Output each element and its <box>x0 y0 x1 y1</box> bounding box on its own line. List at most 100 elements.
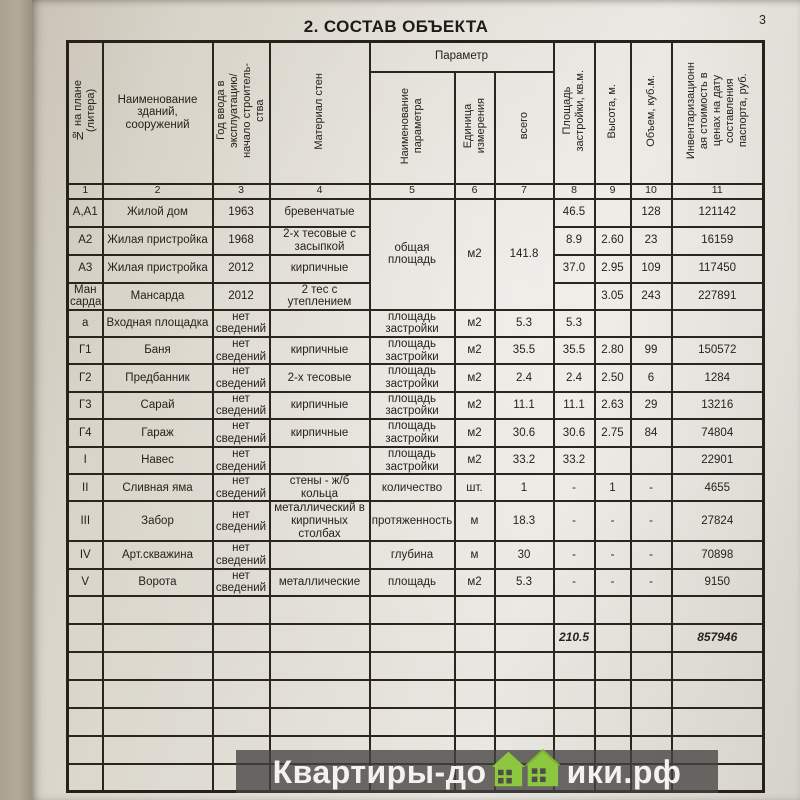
header-unit-label: Единица измерения <box>461 98 487 154</box>
cell-unit: м2 <box>453 308 496 339</box>
cell-unit: м2 <box>453 336 496 366</box>
table-row: V Ворота нет сведений металлические площ… <box>66 567 765 597</box>
cell-material: кирпичные <box>268 417 371 448</box>
cell-unit: шт. <box>453 473 496 503</box>
cell-year: нет сведений <box>211 540 271 570</box>
cell-area: 11.1 <box>552 390 596 420</box>
cell-total-merged: 141.8 <box>493 197 555 311</box>
header-name: Наименование зданий, сооружений <box>101 40 214 185</box>
cell-area: 33.2 <box>552 445 596 476</box>
cell-height: - <box>593 567 632 597</box>
cell-value: 74804 <box>670 417 765 448</box>
cell-area: 8.9 <box>552 225 596 256</box>
table-row: III Забор нет сведений металлический в к… <box>66 500 765 543</box>
cell-litera: а <box>66 308 104 339</box>
cell-param: площадь застройки <box>368 417 456 448</box>
cell-total: 2.4 <box>493 363 555 393</box>
cell-total: 35.5 <box>493 336 555 366</box>
cell-year: нет сведений <box>211 308 271 339</box>
header-build-area-label: Площадь застройки, кв.м. <box>561 70 586 152</box>
cell-volume: 128 <box>629 197 673 228</box>
cell-litera: II <box>66 473 104 503</box>
total-inventory-value: 857946 <box>670 622 765 653</box>
header-build-area: Площадь застройки, кв.м. <box>552 40 596 185</box>
cell-litera: А3 <box>66 253 104 284</box>
site-watermark-banner: Квартиры-до ики.рф <box>236 749 718 793</box>
cell-value: 22901 <box>670 445 765 476</box>
cell-name: Жилая пристройка <box>101 253 214 284</box>
cell-param: площадь застройки <box>368 308 456 339</box>
empty-row <box>66 594 765 625</box>
cell-height: 2.95 <box>593 253 632 284</box>
cell-material: 2 тес с утеплением <box>268 281 371 311</box>
cell-volume: - <box>629 567 673 597</box>
cell-volume <box>629 445 673 476</box>
cell-area: 2.4 <box>552 363 596 393</box>
cell-value <box>670 308 765 339</box>
column-number: 5 <box>368 182 456 200</box>
cell-name: Предбанник <box>101 363 214 393</box>
cell-year: нет сведений <box>211 363 271 393</box>
cell-unit: м2 <box>453 390 496 420</box>
cell-height: 2.75 <box>593 417 632 448</box>
column-number: 7 <box>493 182 555 200</box>
cell-material: 2-х тесовые <box>268 363 371 393</box>
cell-unit: м <box>453 500 496 543</box>
cell-material: кирпичные <box>268 390 371 420</box>
cell-param: площадь застройки <box>368 336 456 366</box>
cell-height <box>593 308 632 339</box>
page-title: 2. СОСТАВ ОБЪЕКТА <box>303 17 489 36</box>
column-number: 8 <box>552 182 596 200</box>
cell-unit: м2 <box>453 363 496 393</box>
cell-name: Ворота <box>101 567 214 597</box>
cell-param: площадь застройки <box>368 363 456 393</box>
cell-name: Жилая пристройка <box>101 225 214 256</box>
column-number: 11 <box>670 182 765 200</box>
header-row-1: № на плане (литера) Наименование зданий,… <box>66 40 765 185</box>
cell-litera: V <box>66 567 104 597</box>
cell-volume: - <box>629 500 673 543</box>
table-row: а Входная площадка нет сведений площадь … <box>66 308 765 339</box>
cell-height: - <box>593 540 632 570</box>
composition-table: № на плане (литера) Наименование зданий,… <box>66 40 765 794</box>
cell-height: 1 <box>593 473 632 503</box>
cell-year: 1963 <box>211 197 271 228</box>
cell-litera: I <box>66 445 104 476</box>
cell-volume: 109 <box>629 253 673 284</box>
cell-unit-merged: м2 <box>453 197 496 311</box>
cell-param-merged: общая площадь <box>368 197 456 311</box>
column-number: 1 <box>66 182 104 200</box>
watermark-text-right: ики.рф <box>566 753 682 790</box>
column-number: 4 <box>268 182 371 200</box>
cell-total: 1 <box>493 473 555 503</box>
header-unit: Единица измерения <box>453 70 496 185</box>
cell-param: площадь застройки <box>368 445 456 476</box>
cell-year: нет сведений <box>211 500 271 543</box>
column-number: 10 <box>629 182 673 200</box>
cell-volume: 243 <box>629 281 673 311</box>
cell-litera: Г2 <box>66 363 104 393</box>
cell-material: кирпичные <box>268 336 371 366</box>
cell-year: нет сведений <box>211 567 271 597</box>
cell-area: 37.0 <box>552 253 596 284</box>
empty-row <box>66 678 765 709</box>
header-material-label: Материал стен <box>313 72 326 150</box>
cell-year: нет сведений <box>211 390 271 420</box>
column-number: 9 <box>593 182 632 200</box>
header-row-2: Наименование параметра Единица измерения… <box>68 70 764 185</box>
cell-total: 18.3 <box>493 500 555 543</box>
cell-volume: 6 <box>629 363 673 393</box>
cell-area: - <box>552 540 596 570</box>
header-total-label: всего <box>517 112 530 140</box>
cell-material: 2-х тесовые с засыпкой <box>268 225 371 256</box>
cell-litera: Ман сарда <box>66 281 104 311</box>
empty-row <box>66 650 765 681</box>
cell-param: площадь <box>368 567 456 597</box>
cell-value: 121142 <box>670 197 765 228</box>
cell-volume <box>629 308 673 339</box>
cell-height: - <box>593 500 632 543</box>
table-row: IV Арт.скважина нет сведений глубина м 3… <box>66 540 765 570</box>
cell-unit: м2 <box>453 417 496 448</box>
document-page: 3 2. СОСТАВ ОБЪЕКТА № на плане (литера) … <box>32 0 800 800</box>
header-litera-label: № на плане (литера) <box>72 80 98 142</box>
